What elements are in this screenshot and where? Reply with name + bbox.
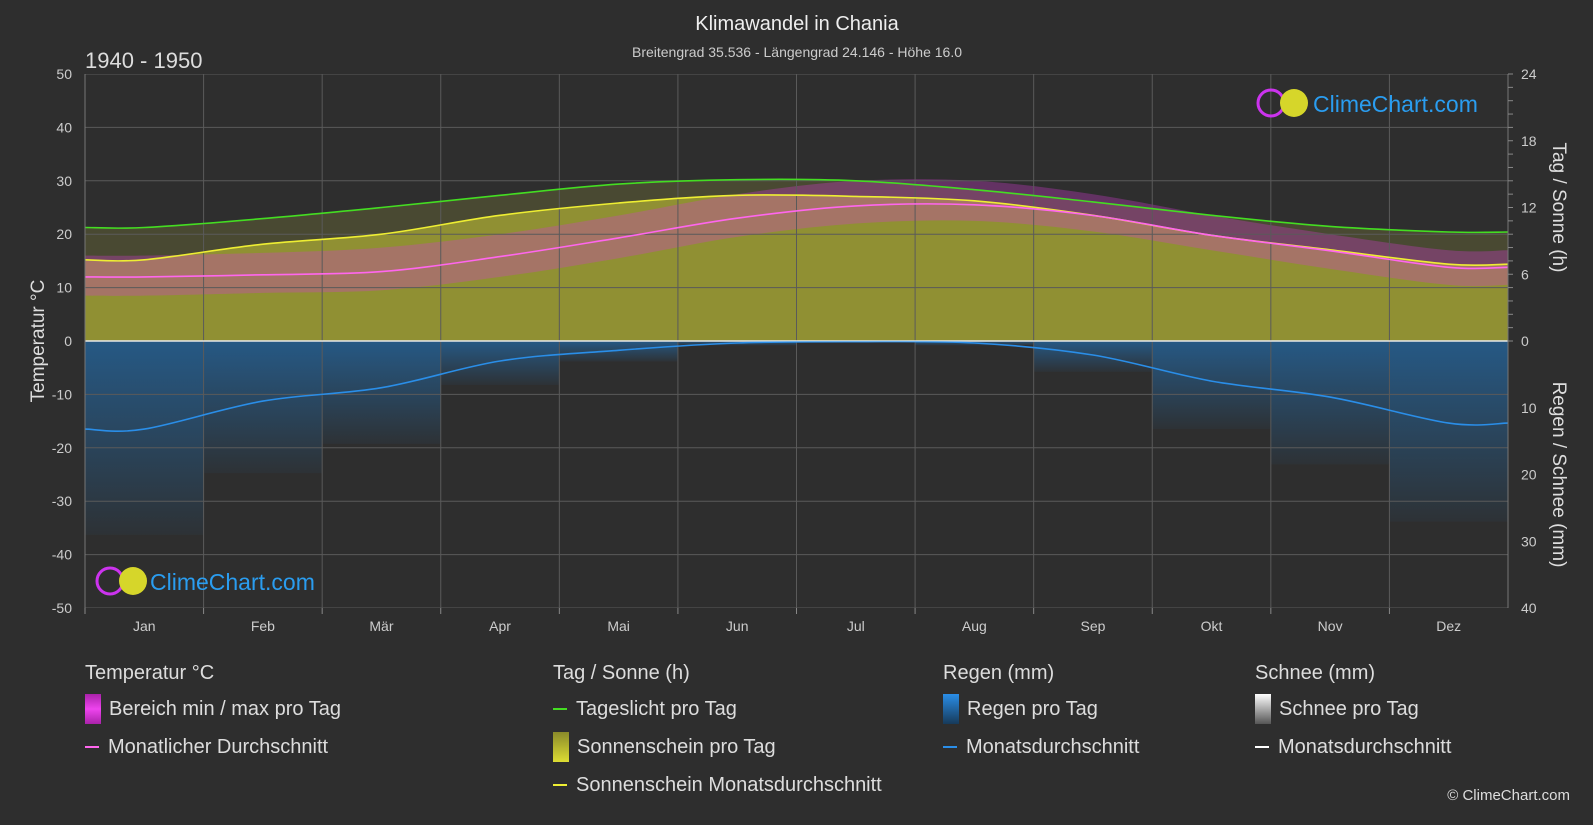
y-right-bottom-tick-label: 10 bbox=[1521, 400, 1537, 416]
y-left-tick-label: 20 bbox=[56, 226, 72, 242]
logo-bottom: ClimeChart.com bbox=[95, 566, 315, 596]
y-right-bottom-tick-label: 20 bbox=[1521, 467, 1537, 483]
sunshine-avg-swatch bbox=[553, 784, 567, 786]
y-left-tick-label: 10 bbox=[56, 280, 72, 296]
rain-avg-line bbox=[85, 340, 1508, 432]
y-left-tick-label: 40 bbox=[56, 119, 72, 135]
legend-rain: Regen (mm) Regen pro Tag Monatsdurchschn… bbox=[943, 662, 1139, 766]
y-left-tick-label: -30 bbox=[52, 493, 72, 509]
rain-swatch bbox=[943, 694, 959, 724]
rain-month-bar bbox=[203, 341, 323, 474]
climate-chart: Klimawandel in Chania Breitengrad 35.536… bbox=[28, 13, 1569, 634]
x-tick-label: Jan bbox=[133, 618, 156, 634]
temperature-avg-line bbox=[85, 203, 1508, 278]
y-right-bottom-tick-label: 30 bbox=[1521, 533, 1537, 549]
y-left-tick-label: 30 bbox=[56, 173, 72, 189]
y-left-tick-label: -20 bbox=[52, 440, 72, 456]
y-left-tick-label: 50 bbox=[56, 66, 72, 82]
x-tick-label: Jun bbox=[726, 618, 749, 634]
x-tick-label: Sep bbox=[1080, 618, 1105, 634]
legend-heading: Regen (mm) bbox=[943, 662, 1055, 684]
y-right-top-tick-label: 18 bbox=[1521, 133, 1537, 149]
logo-text: ClimeChart.com bbox=[1313, 91, 1478, 117]
legend-heading: Schnee (mm) bbox=[1255, 662, 1376, 684]
y-right-bottom-axis-title: Regen / Schnee (mm) bbox=[1548, 382, 1569, 568]
x-tick-label: Jul bbox=[847, 618, 865, 634]
period-label: 1940 - 1950 bbox=[85, 48, 202, 73]
temp-avg-swatch bbox=[85, 746, 99, 748]
x-tick-label: Aug bbox=[962, 618, 987, 634]
legend-item: Bereich min / max pro Tag bbox=[85, 690, 341, 728]
rain-month-bar bbox=[559, 341, 678, 362]
legend-item: Sonnenschein pro Tag bbox=[553, 728, 882, 766]
legend-item: Monatsdurchschnitt bbox=[1255, 728, 1451, 766]
x-tick-label: Okt bbox=[1201, 618, 1223, 634]
x-tick-label: Nov bbox=[1318, 618, 1343, 634]
x-tick-label: Feb bbox=[251, 618, 275, 634]
rain-month-bar bbox=[85, 341, 204, 535]
legend-sun: Tag / Sonne (h) Tageslicht pro Tag Sonne… bbox=[553, 662, 882, 804]
legend-item: Schnee pro Tag bbox=[1255, 690, 1451, 728]
logo-text: ClimeChart.com bbox=[150, 569, 315, 595]
chart-title: Klimawandel in Chania bbox=[695, 13, 899, 35]
legend-heading: Tag / Sonne (h) bbox=[553, 662, 690, 684]
y-left-tick-label: -50 bbox=[52, 600, 72, 616]
y-right-top-tick-label: 12 bbox=[1521, 200, 1537, 216]
legend-item: Sonnenschein Monatsdurchschnitt bbox=[553, 766, 882, 804]
rain-avg-swatch bbox=[943, 746, 957, 748]
y-right-top-tick-label: 24 bbox=[1521, 66, 1537, 82]
y-right-bottom-tick-label: 40 bbox=[1521, 600, 1537, 616]
snow-swatch bbox=[1255, 694, 1271, 724]
y-right-top-tick-label: 0 bbox=[1521, 333, 1529, 349]
copyright: © ClimeChart.com bbox=[1447, 787, 1570, 804]
y-left-tick-label: -40 bbox=[52, 547, 72, 563]
x-tick-label: Dez bbox=[1436, 618, 1461, 634]
rain-month-bar bbox=[1270, 341, 1390, 465]
y-right-top-axis-title: Tag / Sonne (h) bbox=[1548, 143, 1569, 273]
x-tick-label: Mär bbox=[369, 618, 393, 634]
y-left-axis-title: Temperatur °C bbox=[28, 280, 49, 403]
rain-month-bar bbox=[1033, 341, 1153, 372]
chart-subtitle: Breitengrad 35.536 - Längengrad 24.146 -… bbox=[632, 44, 962, 60]
temp-range-swatch bbox=[85, 694, 101, 724]
logo-sun-icon bbox=[1280, 89, 1308, 117]
y-right-top-tick-label: 6 bbox=[1521, 266, 1529, 282]
daylight-swatch bbox=[553, 708, 567, 710]
y-left-tick-label: 0 bbox=[64, 333, 72, 349]
x-tick-label: Mai bbox=[607, 618, 630, 634]
rain-month-bar bbox=[1152, 341, 1271, 430]
x-tick-label: Apr bbox=[489, 618, 511, 634]
legend-item: Tageslicht pro Tag bbox=[553, 690, 882, 728]
legend-snow: Schnee (mm) Schnee pro Tag Monatsdurchsc… bbox=[1255, 662, 1451, 766]
legend-item: Regen pro Tag bbox=[943, 690, 1139, 728]
y-left-tick-label: -10 bbox=[52, 386, 72, 402]
legend-item: Monatlicher Durchschnitt bbox=[85, 728, 341, 766]
sunshine-swatch bbox=[553, 732, 569, 762]
rain-month-bar bbox=[440, 341, 560, 386]
logo-top: ClimeChart.com bbox=[1256, 88, 1478, 118]
snow-avg-swatch bbox=[1255, 746, 1269, 748]
legend-heading: Temperatur °C bbox=[85, 662, 215, 684]
legend-item: Monatsdurchschnitt bbox=[943, 728, 1139, 766]
daylight-line bbox=[85, 178, 1508, 234]
rain-month-bar bbox=[1389, 341, 1508, 522]
legend-temperature: Temperatur °C Bereich min / max pro Tag … bbox=[85, 662, 341, 766]
logo-sun-icon bbox=[119, 567, 147, 595]
